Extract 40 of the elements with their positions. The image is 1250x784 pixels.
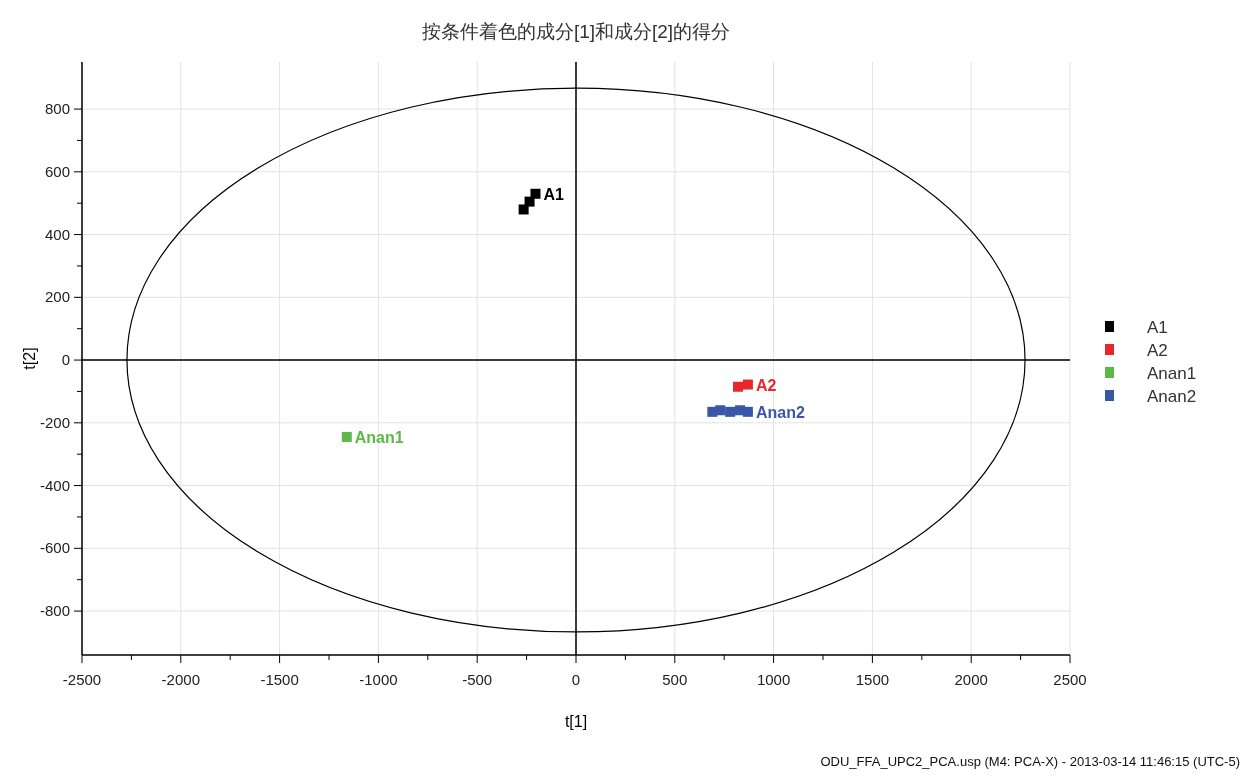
y-tick-label: 0 <box>61 351 70 369</box>
point <box>742 379 753 390</box>
point <box>733 381 744 392</box>
data-label: A1 <box>543 185 565 203</box>
x-tick-label: -500 <box>462 671 493 688</box>
y-tick-label: 800 <box>44 100 70 118</box>
legend-label: A1 <box>1147 318 1168 337</box>
x-tick-label: -1500 <box>260 671 299 688</box>
x-tick-label: -2000 <box>161 671 200 688</box>
x-axis-title: t[1] <box>564 713 588 730</box>
x-tick-label: 0 <box>571 671 581 688</box>
y-tick-label: 400 <box>44 225 70 243</box>
legend-label: A2 <box>1147 341 1168 360</box>
y-tick-label: -600 <box>39 539 70 557</box>
y-axis-title: t[2] <box>21 347 38 370</box>
x-tick-label: 1500 <box>855 671 890 688</box>
point <box>524 196 535 207</box>
y-tick-label: 200 <box>44 288 70 306</box>
legend-label: Anan1 <box>1147 364 1197 383</box>
point <box>742 406 753 417</box>
x-tick-label: -1000 <box>359 671 398 688</box>
point <box>341 431 352 442</box>
y-tick-label: -800 <box>39 602 70 620</box>
y-tick-label: -200 <box>39 413 70 431</box>
point <box>530 188 541 199</box>
text: ODU_FFA_UPC2_PCA.usp (M4: PCA-X) - 2013-03-14 11:46:15 (UTC-5) <box>820 754 1240 769</box>
y-tick-label: -400 <box>39 476 70 494</box>
x-tick-label: 2000 <box>954 671 988 688</box>
x-tick-label: -2500 <box>62 671 102 688</box>
chart-title: 按条件着色的成分[1]和成分[2]的得分 <box>421 21 731 42</box>
point <box>725 406 736 417</box>
x-tick-label: 1000 <box>756 671 791 688</box>
x-tick-label: 500 <box>662 671 688 688</box>
point <box>715 405 726 416</box>
x-tick-label: 2500 <box>1053 671 1087 688</box>
data-label: Anan2 <box>755 403 805 421</box>
data-label: Anan1 <box>354 428 404 446</box>
y-tick-label: 600 <box>44 162 70 180</box>
data-label: A2 <box>755 376 777 394</box>
legend-label: Anan2 <box>1147 387 1197 406</box>
